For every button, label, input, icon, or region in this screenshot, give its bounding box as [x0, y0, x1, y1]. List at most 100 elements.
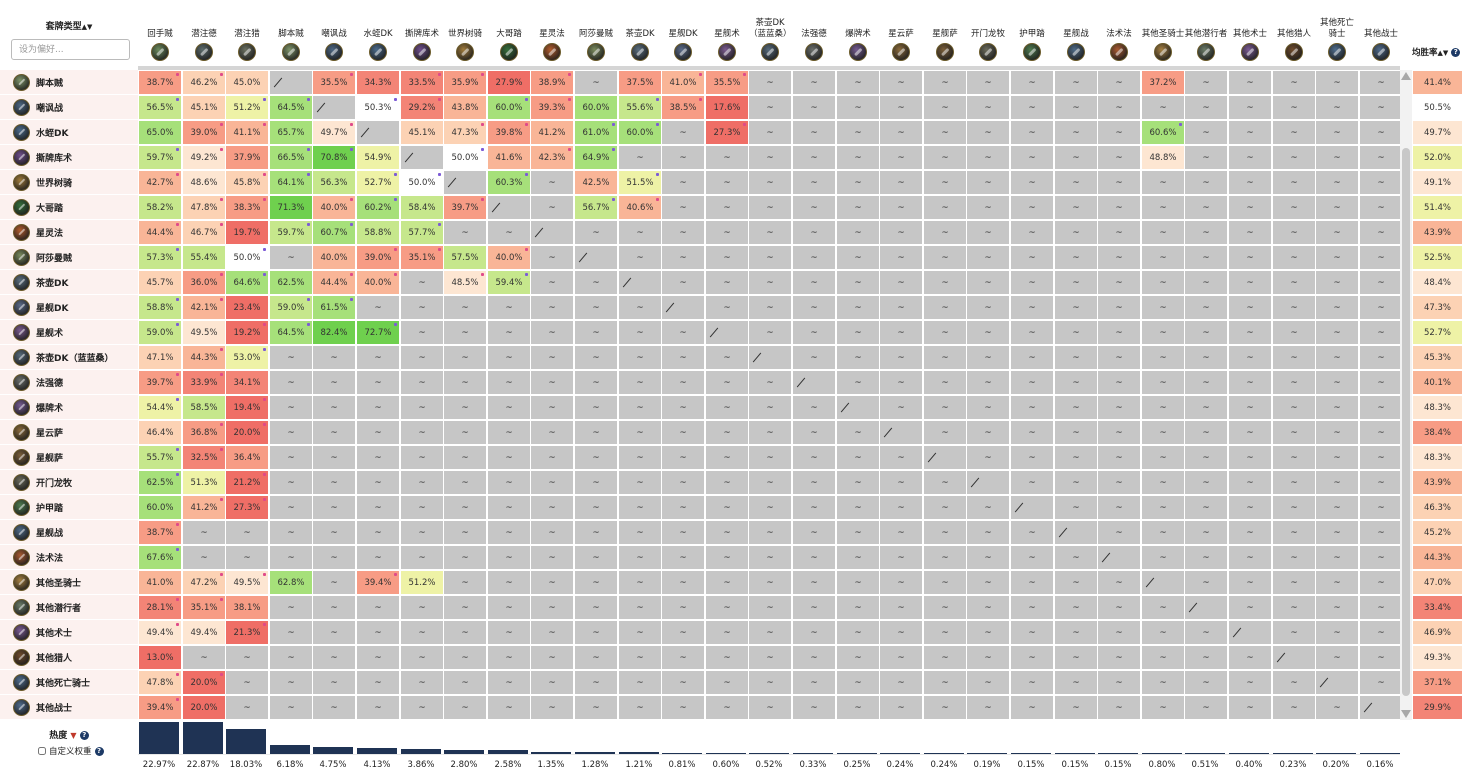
matchup-cell[interactable]: 58.8% [139, 296, 181, 319]
matchup-cell[interactable]: 39.0% [357, 246, 399, 269]
custom-weight-checkbox[interactable] [38, 747, 46, 755]
matchup-cell[interactable]: 59.7% [139, 146, 181, 169]
matchup-cell[interactable]: 38.9% [531, 71, 573, 94]
matchup-cell[interactable]: 47.8% [139, 671, 181, 694]
matchup-cell[interactable]: 57.5% [444, 246, 486, 269]
matchup-cell[interactable]: 50.0% [226, 246, 268, 269]
row-header[interactable]: 其他猎人 [0, 645, 138, 670]
matchup-cell[interactable]: 60.2% [357, 196, 399, 219]
matchup-cell[interactable]: 65.0% [139, 121, 181, 144]
matchup-cell[interactable]: 38.3% [226, 196, 268, 219]
matchup-cell[interactable]: 38.1% [226, 596, 268, 619]
matchup-cell[interactable]: 32.5% [183, 446, 225, 469]
matchup-cell[interactable]: 46.4% [139, 421, 181, 444]
matchup-cell[interactable]: 27.9% [488, 71, 530, 94]
matchup-cell[interactable]: 36.0% [183, 271, 225, 294]
matchup-cell[interactable]: 21.2% [226, 471, 268, 494]
matchup-cell[interactable]: 35.5% [706, 71, 748, 94]
column-header[interactable]: 回手贼 [138, 0, 182, 66]
matchup-cell[interactable]: 41.2% [531, 121, 573, 144]
matchup-cell[interactable]: 45.1% [401, 121, 443, 144]
row-header[interactable]: 护甲踏 [0, 495, 138, 520]
matchup-cell[interactable]: 21.3% [226, 621, 268, 644]
matchup-cell[interactable]: 58.5% [183, 396, 225, 419]
matchup-cell[interactable]: 51.2% [226, 96, 268, 119]
matchup-cell[interactable]: 64.9% [575, 146, 617, 169]
column-header[interactable]: 其他潜行者 [1184, 0, 1228, 66]
matchup-cell[interactable]: 20.0% [183, 696, 225, 719]
column-header[interactable]: 爆牌术 [836, 0, 880, 66]
matchup-cell[interactable]: 39.3% [531, 96, 573, 119]
column-header[interactable]: 世界树骑 [443, 0, 487, 66]
matchup-cell[interactable]: 35.5% [313, 71, 355, 94]
column-header[interactable]: 开门龙牧 [966, 0, 1010, 66]
row-header[interactable]: 茶壶DK（蓝蓝桑） [0, 345, 138, 370]
column-header[interactable]: 其他猎人 [1272, 0, 1316, 66]
matchup-cell[interactable]: 57.7% [401, 221, 443, 244]
row-header[interactable]: 茶壶DK [0, 270, 138, 295]
matchup-cell[interactable]: 29.2% [401, 96, 443, 119]
scroll-up-icon[interactable] [1401, 72, 1411, 80]
column-header[interactable]: 水蛭DK [356, 0, 400, 66]
row-header[interactable]: 水蛭DK [0, 120, 138, 145]
popularity-sort-label[interactable]: 热度 ▼ ? [0, 728, 138, 741]
matchup-cell[interactable]: 40.0% [488, 246, 530, 269]
matchup-cell[interactable]: 46.7% [183, 221, 225, 244]
matchup-cell[interactable]: 59.0% [270, 296, 312, 319]
matchup-cell[interactable]: 47.3% [444, 121, 486, 144]
matchup-cell[interactable]: 49.5% [226, 571, 268, 594]
column-header[interactable]: 法术法 [1097, 0, 1141, 66]
sort-arrows-icon[interactable]: ▲▼ [81, 23, 93, 31]
matchup-cell[interactable]: 33.5% [401, 71, 443, 94]
matchup-cell[interactable]: 41.6% [488, 146, 530, 169]
row-header[interactable]: 其他潜行者 [0, 595, 138, 620]
matchup-cell[interactable]: 48.8% [1142, 146, 1184, 169]
matchup-cell[interactable]: 56.3% [313, 171, 355, 194]
matchup-cell[interactable]: 39.8% [488, 121, 530, 144]
row-header[interactable]: 脚本贼 [0, 70, 138, 95]
matchup-cell[interactable]: 44.3% [183, 346, 225, 369]
row-header[interactable]: 其他死亡骑士 [0, 670, 138, 695]
matchup-cell[interactable]: 46.2% [183, 71, 225, 94]
matchup-cell[interactable]: 35.9% [444, 71, 486, 94]
matchup-cell[interactable]: 40.6% [619, 196, 661, 219]
matchup-cell[interactable]: 65.7% [270, 121, 312, 144]
matchup-cell[interactable]: 38.7% [139, 521, 181, 544]
matchup-cell[interactable]: 38.7% [139, 71, 181, 94]
matchup-cell[interactable]: 48.5% [444, 271, 486, 294]
row-header[interactable]: 大哥踏 [0, 195, 138, 220]
matchup-cell[interactable]: 39.7% [139, 371, 181, 394]
matchup-cell[interactable]: 59.0% [139, 321, 181, 344]
matchup-cell[interactable]: 41.2% [183, 496, 225, 519]
column-header[interactable]: 星灵法 [530, 0, 574, 66]
row-header[interactable]: 星灵法 [0, 220, 138, 245]
matchup-cell[interactable]: 45.1% [183, 96, 225, 119]
column-header[interactable]: 脚本贼 [269, 0, 313, 66]
row-header[interactable]: 星舰术 [0, 320, 138, 345]
matchup-cell[interactable]: 40.0% [313, 196, 355, 219]
matchup-cell[interactable]: 43.8% [444, 96, 486, 119]
column-header[interactable]: 茶壶DK [618, 0, 662, 66]
row-header[interactable]: 阿莎曼贼 [0, 245, 138, 270]
column-header[interactable]: 星舰术 [705, 0, 749, 66]
matchup-cell[interactable]: 13.0% [139, 646, 181, 669]
custom-weight-toggle[interactable]: 自定义权重 ? [38, 745, 104, 757]
row-header[interactable]: 星舰萨 [0, 445, 138, 470]
row-header[interactable]: 星舰DK [0, 295, 138, 320]
matchup-cell[interactable]: 34.1% [226, 371, 268, 394]
matchup-cell[interactable]: 38.5% [662, 96, 704, 119]
matchup-cell[interactable]: 37.9% [226, 146, 268, 169]
row-header[interactable]: 其他战士 [0, 695, 138, 720]
matchup-cell[interactable]: 51.5% [619, 171, 661, 194]
column-header[interactable]: 阿莎曼贼 [574, 0, 618, 66]
matchup-cell[interactable]: 42.7% [139, 171, 181, 194]
row-header[interactable]: 法强德 [0, 370, 138, 395]
row-header[interactable]: 撕牌库术 [0, 145, 138, 170]
matchup-cell[interactable]: 51.3% [183, 471, 225, 494]
matchup-cell[interactable]: 62.5% [270, 271, 312, 294]
matchup-cell[interactable]: 64.5% [270, 321, 312, 344]
matchup-cell[interactable]: 40.0% [313, 246, 355, 269]
matchup-cell[interactable]: 19.7% [226, 221, 268, 244]
matchup-cell[interactable]: 47.2% [183, 571, 225, 594]
matchup-cell[interactable]: 56.7% [575, 196, 617, 219]
